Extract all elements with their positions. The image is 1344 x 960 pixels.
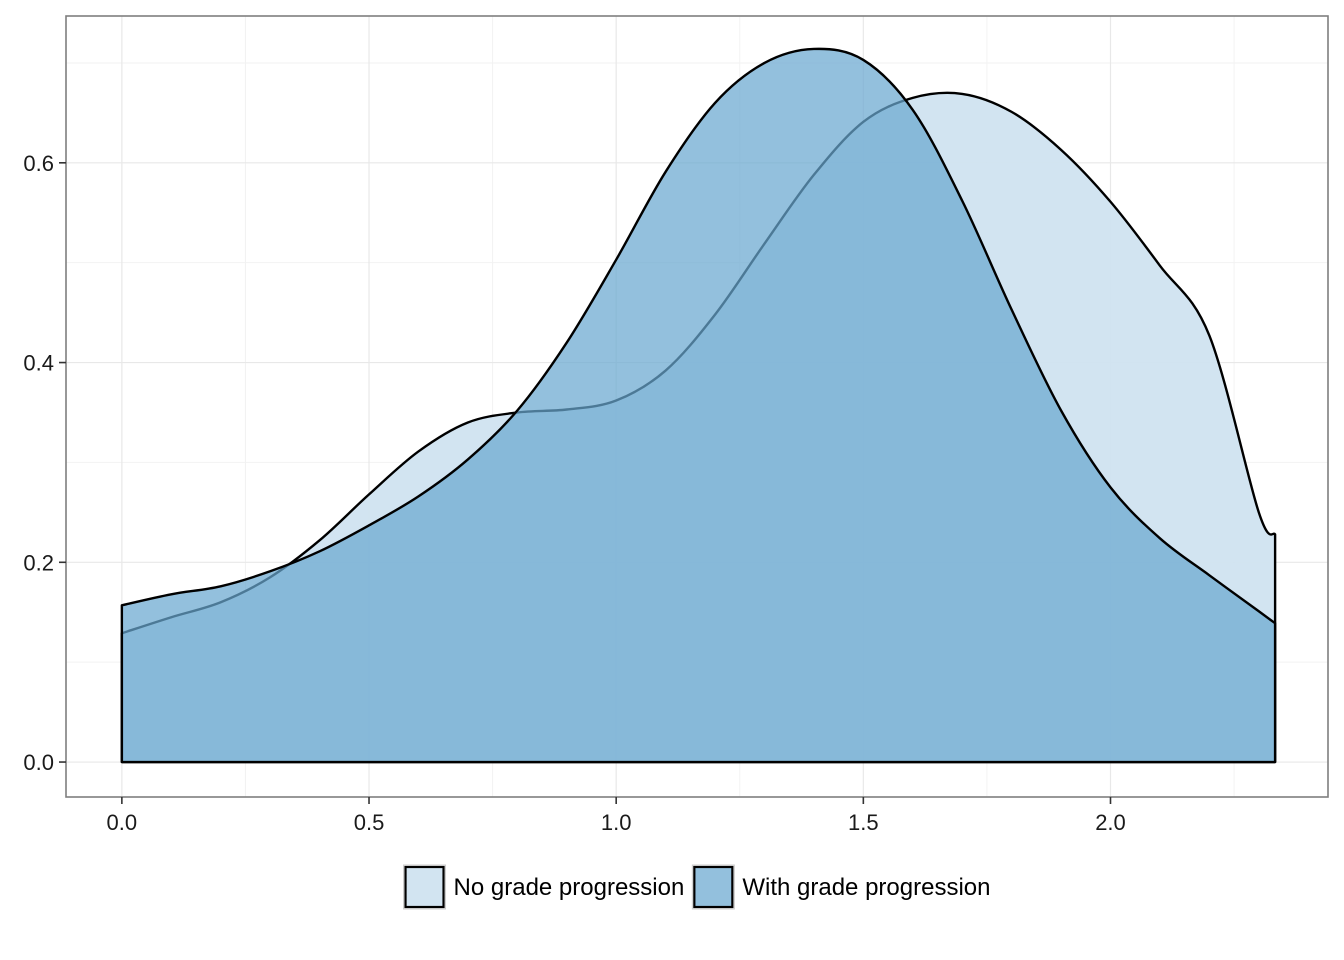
x-tick-label: 0.5 — [354, 810, 385, 835]
x-tick-label: 1.5 — [848, 810, 879, 835]
density-area-with-grade-progression — [120, 47, 1277, 764]
x-axis: 0.0 0.5 1.0 1.5 2.0 — [107, 797, 1126, 835]
x-tick-label: 0.0 — [107, 810, 138, 835]
legend-key-no-grade-progression — [403, 864, 447, 910]
y-tick-label: 0.4 — [23, 351, 54, 376]
legend: No grade progression With grade progressi… — [403, 864, 990, 910]
legend-label: No grade progression — [454, 874, 685, 901]
legend-label: With grade progression — [742, 874, 990, 901]
density-areas — [120, 47, 1277, 764]
y-tick-label: 0.0 — [23, 750, 54, 775]
panel-border — [65, 15, 1329, 798]
y-tick-label: 0.2 — [23, 550, 54, 575]
legend-key-with-grade-progression — [691, 864, 735, 910]
y-tick-label: 0.6 — [23, 151, 54, 176]
x-tick-label: 1.0 — [601, 810, 632, 835]
y-axis: 0.0 0.2 0.4 0.6 — [23, 151, 66, 775]
x-tick-label: 2.0 — [1095, 810, 1126, 835]
